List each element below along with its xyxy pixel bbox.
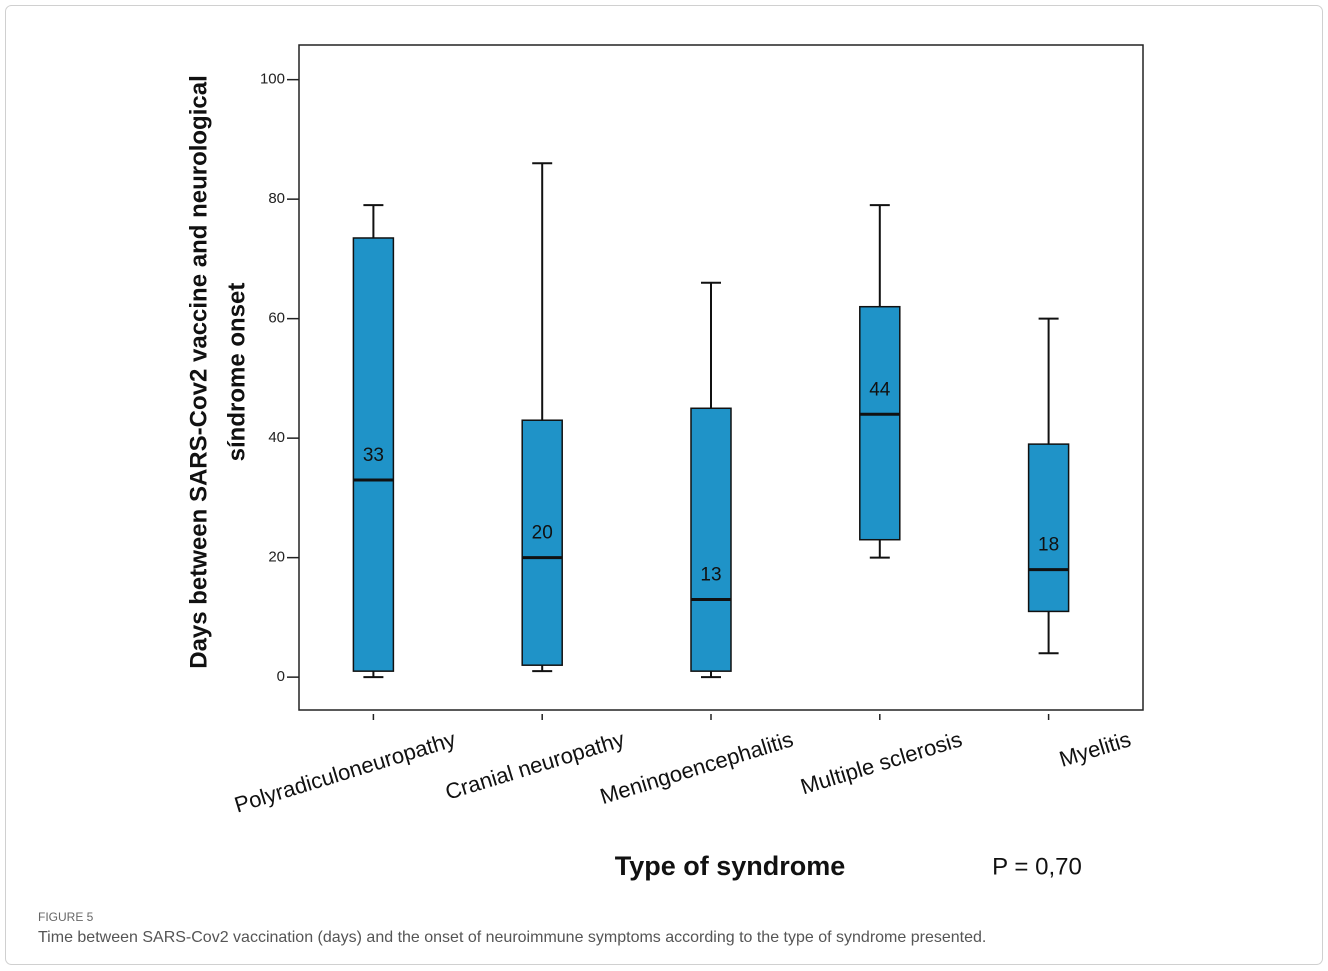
median-label: 18 [1038,535,1059,556]
median-label: 33 [363,445,384,466]
box [690,407,732,672]
median-label: 44 [869,379,891,400]
y-axis-title: síndrome onset [223,283,250,462]
median-label: 13 [700,564,721,585]
y-tick-label: 100 [260,71,285,88]
caption-text: Time between SARS-Cov2 vaccination (days… [38,929,986,946]
figure-border [5,5,1323,965]
caption-label: FIGURE 5 [38,910,94,924]
y-tick-label: 0 [277,668,285,685]
annotation: P = 0,70 [992,853,1082,880]
x-axis-title: Type of syndrome [615,851,846,881]
box [1027,443,1070,613]
y-tick-label: 80 [268,190,285,207]
y-axis-title: Days between SARS-Cov2 vaccine and neuro… [185,75,212,669]
y-tick-label: 20 [268,549,285,566]
box [859,305,901,541]
box [521,419,563,666]
median-label: 20 [532,523,553,544]
box [352,237,395,672]
y-tick-label: 40 [268,429,285,446]
plot-frame [298,44,1144,711]
y-tick-label: 60 [268,310,285,327]
